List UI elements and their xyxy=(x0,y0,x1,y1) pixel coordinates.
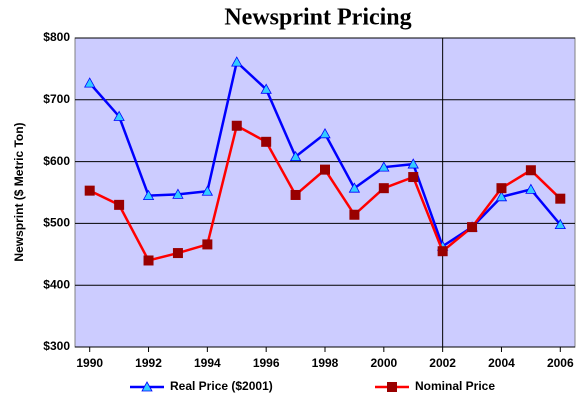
data-point xyxy=(290,189,301,200)
y-tick-label: $300 xyxy=(43,339,70,353)
data-point xyxy=(142,189,155,200)
data-point xyxy=(319,127,331,139)
y-tick-label: $500 xyxy=(43,216,70,230)
data-point xyxy=(172,188,184,199)
y-tick-label: $800 xyxy=(43,30,70,44)
data-point xyxy=(437,246,448,257)
data-point xyxy=(231,56,243,67)
legend-label: Nominal Price xyxy=(415,379,495,393)
data-point xyxy=(289,150,302,162)
data-point xyxy=(261,136,272,147)
x-tick-label: 2006 xyxy=(547,356,574,370)
x-tick-label: 1990 xyxy=(76,356,103,370)
y-tick-label: $600 xyxy=(43,154,70,168)
legend-marker xyxy=(387,382,397,392)
data-point xyxy=(143,255,154,266)
x-tick-label: 2000 xyxy=(370,356,397,370)
data-point xyxy=(525,183,537,194)
data-point xyxy=(320,164,330,175)
data-point xyxy=(378,161,390,172)
x-tick-label: 1996 xyxy=(253,356,280,370)
data-point xyxy=(172,248,183,259)
data-point xyxy=(408,172,419,183)
data-point xyxy=(525,165,536,176)
data-point xyxy=(495,191,508,202)
data-point xyxy=(84,185,95,196)
data-point xyxy=(555,193,566,204)
plot-area xyxy=(74,37,576,348)
data-point xyxy=(201,185,214,196)
data-point xyxy=(114,199,125,210)
data-point xyxy=(407,158,419,169)
data-point xyxy=(113,110,125,121)
data-point xyxy=(496,183,507,194)
x-tick-label: 1998 xyxy=(312,356,339,370)
y-axis-label: Newsprint ($ Metric Ton) xyxy=(12,122,26,261)
data-point xyxy=(260,83,272,94)
x-tick-label: 2002 xyxy=(429,356,456,370)
x-tick-label: 1992 xyxy=(135,356,162,370)
data-point xyxy=(231,120,242,131)
data-point xyxy=(349,209,360,220)
data-point xyxy=(378,183,389,194)
x-tick-label: 2004 xyxy=(488,356,515,370)
data-point xyxy=(554,218,566,230)
legend-marker xyxy=(141,381,153,392)
y-tick-label: $700 xyxy=(43,92,70,106)
data-point xyxy=(84,77,96,88)
data-point xyxy=(467,222,478,233)
data-point xyxy=(202,239,213,250)
chart-title: Newsprint Pricing xyxy=(224,5,411,31)
legend-label: Real Price ($2001) xyxy=(170,379,273,393)
data-point xyxy=(348,182,361,193)
y-tick-label: $400 xyxy=(43,277,70,291)
x-tick-label: 1994 xyxy=(194,356,221,370)
